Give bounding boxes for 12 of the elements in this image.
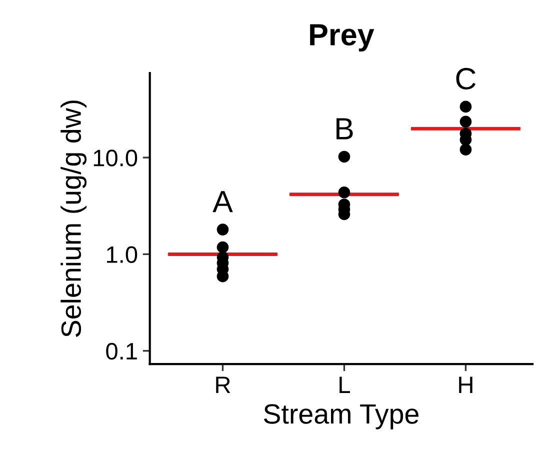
annotation: A (212, 191, 233, 212)
x-tick-label: L (340, 376, 350, 393)
chart-title: Prey (310, 24, 374, 52)
x-tick-label: H (459, 376, 472, 393)
annotation: B (336, 118, 353, 140)
y-tick-label: 10.0 (94, 150, 138, 166)
annotation: C (456, 68, 476, 90)
y-tick-label: 0.1 (106, 342, 137, 360)
x-axis-title: Stream Type (264, 404, 418, 430)
x-tick-label: R (216, 376, 230, 393)
y-tick-label: 1.0 (107, 246, 138, 263)
y-axis-title: Selenium (ug/g dw) (60, 100, 87, 337)
